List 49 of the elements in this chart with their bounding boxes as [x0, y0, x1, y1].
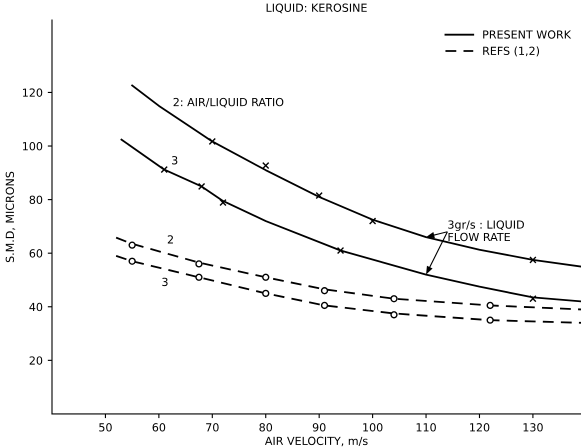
y-tick-label: 120 — [22, 88, 42, 97]
point — [320, 287, 328, 294]
point — [262, 274, 270, 281]
legend-label: PRESENT WORK — [483, 30, 572, 39]
point — [390, 295, 398, 302]
point — [219, 198, 227, 206]
x-tick-label: 50 — [99, 423, 112, 432]
point — [128, 242, 136, 249]
line-series — [115, 254, 581, 324]
y-tick-label: 20 — [30, 356, 42, 365]
y-tick-label: 40 — [29, 302, 42, 312]
point — [320, 302, 328, 310]
y-tick-label: 60 — [30, 249, 42, 258]
annotation: 3 — [172, 156, 178, 164]
annotation: 3gr/s : LIQUID FLOW RATE — [448, 220, 524, 242]
x-tick-label: 60 — [152, 423, 166, 432]
x-axis-title: AIR VELOCITY, m/s — [264, 436, 368, 446]
point — [208, 138, 216, 146]
annotation: 2: AIR/LIQUID RATIO — [174, 98, 284, 108]
y-tick-label: 100 — [22, 142, 42, 150]
chart-title: LIQUID: KEROSINE — [266, 4, 367, 14]
x-tick-label: 70 — [206, 423, 219, 432]
point — [195, 260, 203, 268]
point — [198, 182, 206, 190]
annotation: 3 — [162, 278, 168, 286]
point — [529, 295, 537, 302]
annotation: 2 — [168, 235, 173, 244]
point — [368, 217, 376, 225]
y-axis-title: S.M.D, MICRONS — [6, 172, 16, 262]
point — [390, 311, 398, 318]
x-tick-label: 100 — [363, 423, 382, 432]
x-tick-label: 80 — [259, 423, 272, 432]
point — [486, 302, 494, 310]
y-tick-label: 80 — [30, 196, 42, 204]
line-series — [120, 138, 581, 302]
x-tick-label: 90 — [312, 423, 326, 432]
point — [128, 258, 136, 265]
point — [316, 192, 323, 200]
point — [262, 290, 270, 298]
point — [160, 166, 168, 174]
x-tick-label: 120 — [470, 423, 490, 432]
x-tick-label: 110 — [416, 423, 436, 432]
point — [262, 162, 270, 170]
point — [336, 246, 344, 254]
point — [195, 274, 203, 281]
x-tick-label: 130 — [524, 423, 543, 432]
point — [486, 316, 494, 324]
point — [529, 256, 537, 264]
legend-label: REFS (1,2) — [483, 46, 540, 56]
